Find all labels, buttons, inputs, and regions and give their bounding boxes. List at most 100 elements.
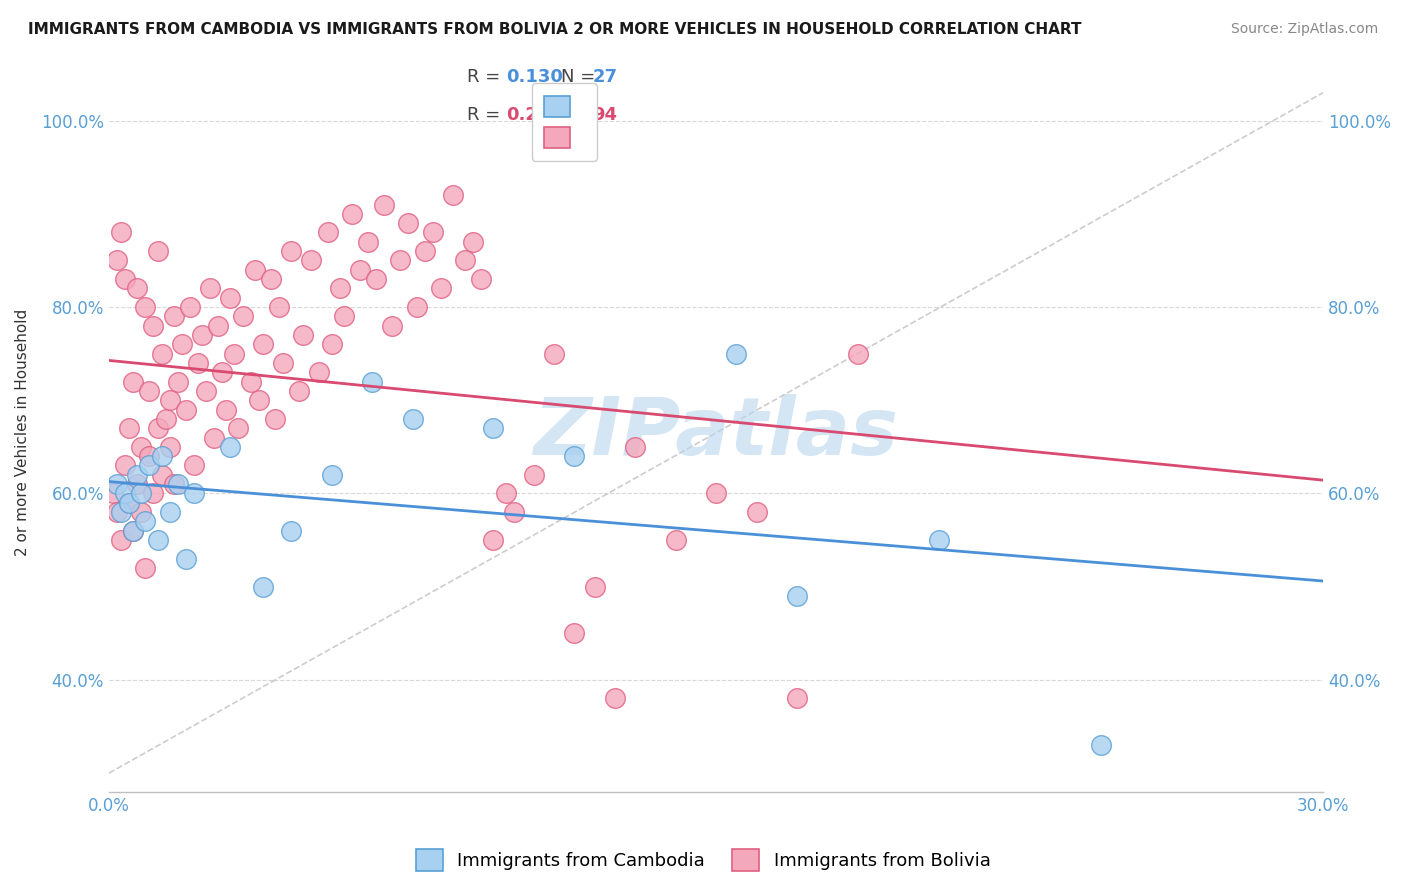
Point	[260, 272, 283, 286]
Text: 0.253: 0.253	[506, 106, 562, 124]
Point	[454, 253, 477, 268]
Point	[745, 505, 768, 519]
Point	[146, 421, 169, 435]
Point	[114, 458, 136, 473]
Point	[114, 272, 136, 286]
Point	[110, 226, 132, 240]
Point	[202, 430, 225, 444]
Point	[131, 486, 153, 500]
Legend: Immigrants from Cambodia, Immigrants from Bolivia: Immigrants from Cambodia, Immigrants fro…	[408, 842, 998, 879]
Point	[495, 486, 517, 500]
Point	[361, 375, 384, 389]
Point	[267, 300, 290, 314]
Point	[422, 226, 444, 240]
Point	[264, 412, 287, 426]
Point	[398, 216, 420, 230]
Point	[231, 310, 253, 324]
Point	[430, 281, 453, 295]
Point	[110, 505, 132, 519]
Point	[252, 580, 274, 594]
Point	[280, 244, 302, 259]
Point	[118, 496, 141, 510]
Point	[127, 281, 149, 295]
Point	[288, 384, 311, 398]
Text: 94: 94	[592, 106, 617, 124]
Point	[271, 356, 294, 370]
Point	[482, 533, 505, 547]
Point	[163, 477, 186, 491]
Point	[114, 486, 136, 500]
Text: Source: ZipAtlas.com: Source: ZipAtlas.com	[1230, 22, 1378, 37]
Point	[247, 393, 270, 408]
Point	[224, 346, 246, 360]
Point	[299, 253, 322, 268]
Point	[101, 486, 124, 500]
Point	[228, 421, 250, 435]
Text: N =: N =	[561, 69, 600, 87]
Point	[239, 375, 262, 389]
Point	[127, 467, 149, 482]
Y-axis label: 2 or more Vehicles in Household: 2 or more Vehicles in Household	[15, 310, 30, 557]
Point	[195, 384, 218, 398]
Point	[603, 691, 626, 706]
Point	[134, 515, 156, 529]
Point	[134, 561, 156, 575]
Point	[364, 272, 387, 286]
Text: R =: R =	[467, 69, 506, 87]
Point	[174, 402, 197, 417]
Point	[127, 477, 149, 491]
Point	[523, 467, 546, 482]
Point	[502, 505, 524, 519]
Point	[441, 188, 464, 202]
Point	[159, 393, 181, 408]
Point	[786, 589, 808, 603]
Point	[163, 310, 186, 324]
Point	[373, 197, 395, 211]
Point	[316, 226, 339, 240]
Point	[142, 486, 165, 500]
Point	[150, 346, 173, 360]
Point	[624, 440, 647, 454]
Point	[131, 505, 153, 519]
Point	[183, 486, 205, 500]
Legend: , : ,	[531, 83, 596, 161]
Point	[118, 496, 141, 510]
Point	[142, 318, 165, 333]
Point	[665, 533, 688, 547]
Point	[138, 449, 160, 463]
Point	[357, 235, 380, 249]
Point	[159, 505, 181, 519]
Point	[183, 458, 205, 473]
Point	[166, 477, 188, 491]
Point	[1090, 738, 1112, 752]
Point	[463, 235, 485, 249]
Point	[252, 337, 274, 351]
Point	[179, 300, 201, 314]
Point	[329, 281, 352, 295]
Point	[389, 253, 412, 268]
Point	[215, 402, 238, 417]
Point	[340, 207, 363, 221]
Point	[105, 505, 128, 519]
Point	[122, 524, 145, 538]
Point	[219, 440, 242, 454]
Point	[170, 337, 193, 351]
Point	[321, 337, 343, 351]
Point	[543, 346, 565, 360]
Point	[583, 580, 606, 594]
Point	[207, 318, 229, 333]
Point	[308, 365, 330, 379]
Point	[704, 486, 727, 500]
Point	[725, 346, 748, 360]
Text: IMMIGRANTS FROM CAMBODIA VS IMMIGRANTS FROM BOLIVIA 2 OR MORE VEHICLES IN HOUSEH: IMMIGRANTS FROM CAMBODIA VS IMMIGRANTS F…	[28, 22, 1081, 37]
Point	[198, 281, 221, 295]
Point	[401, 412, 423, 426]
Point	[292, 328, 315, 343]
Text: N =: N =	[561, 106, 600, 124]
Point	[243, 262, 266, 277]
Point	[131, 440, 153, 454]
Point	[470, 272, 492, 286]
Point	[280, 524, 302, 538]
Point	[118, 421, 141, 435]
Point	[150, 467, 173, 482]
